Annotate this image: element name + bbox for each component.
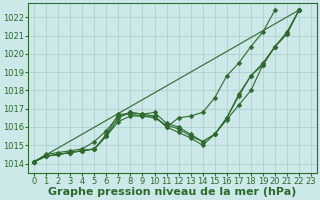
X-axis label: Graphe pression niveau de la mer (hPa): Graphe pression niveau de la mer (hPa) <box>48 187 297 197</box>
